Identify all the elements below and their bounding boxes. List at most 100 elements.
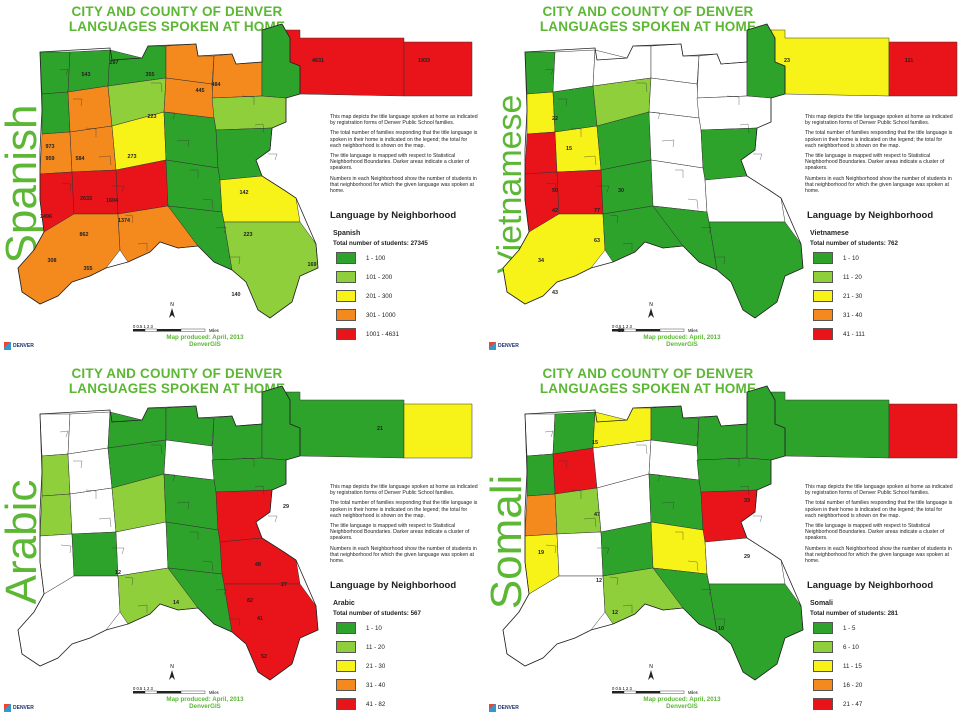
legend-swatch (813, 290, 833, 302)
neighborhood-region (696, 457, 772, 493)
denver-logo-text: DENVER (498, 342, 519, 349)
neighborhood-boundary (254, 485, 265, 496)
neighborhood-region (650, 159, 708, 213)
neighborhood-count-label: 42 (552, 208, 558, 214)
neighborhood-boundary (636, 82, 648, 93)
legend-range: 1001 - 4631 (366, 330, 400, 338)
neighborhood-region (552, 447, 598, 495)
neighborhood-count-label: 12 (612, 610, 618, 616)
neighborhood-boundary (700, 588, 712, 596)
neighborhood-region (704, 175, 786, 223)
legend-range: 21 - 30 (843, 292, 863, 300)
neighborhood-region (71, 169, 119, 215)
north-label: N (170, 664, 174, 670)
title-line-1: CITY AND COUNTY OF DENVER (71, 366, 283, 381)
legend-language: Arabic (333, 600, 355, 607)
language-vertical-text: Arabic (0, 480, 46, 605)
legend-row: 201 - 300 (336, 290, 392, 302)
neighborhood-boundary (648, 111, 661, 120)
spanish-map-panel: Spanish CITY AND COUNTY OF DENVER LANGUAGE… (0, 0, 484, 362)
title-line-2: LANGUAGES SPOKEN AT HOME (68, 381, 286, 396)
neighborhood-count-label: 63 (594, 238, 600, 244)
map-description: This map depicts the title language spok… (330, 114, 478, 198)
neighborhood-region (708, 583, 804, 681)
neighborhood-region (163, 473, 219, 531)
neighborhood-count-label: 82 (247, 598, 253, 604)
neighborhood-boundary (73, 460, 83, 469)
neighborhood-count-label: 584 (76, 156, 85, 162)
neighborhood-region (708, 221, 804, 319)
neighborhood-region (219, 175, 301, 223)
neighborhood-boundary (60, 544, 72, 554)
neighborhood-region (215, 127, 273, 181)
neighborhood-count-label: 12 (115, 570, 121, 576)
denver-neighborhood-map: 4631 1933 2633 1496 1604 1374 973 959 584 862 355 3… (17, 23, 473, 319)
neighborhood-boundary (726, 457, 740, 467)
neighborhood-boundary (98, 155, 112, 166)
neighborhood-boundary (675, 169, 684, 178)
legend-range: 1 - 5 (843, 624, 856, 632)
neighborhood-count-label: 19 (538, 550, 544, 556)
denver-logo: DENVER (489, 702, 529, 714)
legend-range: 11 - 20 (843, 273, 862, 281)
neighborhood-count-label: 29 (283, 504, 289, 510)
neighborhood-count-label: 140 (232, 292, 241, 298)
neighborhood-boundary (570, 489, 582, 499)
legend-swatch (336, 309, 356, 321)
neighborhood-region (648, 473, 704, 531)
denver-logo: DENVER (4, 702, 44, 714)
neighborhood-region (211, 415, 263, 461)
description-paragraph: The title language is mapped with respec… (330, 523, 470, 542)
neighborhood-region (17, 575, 121, 667)
neighborhood-boundary (661, 139, 675, 148)
legend-range: 6 - 10 (843, 643, 859, 651)
neighborhood-boundary (112, 185, 125, 193)
title-line-1: CITY AND COUNTY OF DENVER (71, 4, 283, 19)
legend-row: 1 - 5 (813, 622, 855, 634)
scale-ticks: 0 0.5 1 2 3 (612, 686, 632, 691)
neighborhood-boundary (151, 82, 163, 93)
neighborhood-boundary (59, 430, 69, 438)
airport-west-region (285, 29, 405, 97)
legend-swatch (813, 309, 833, 321)
airport-east-region (888, 41, 958, 97)
neighborhood-boundary (739, 485, 750, 496)
airport-east-region (888, 403, 958, 459)
denver-logo-text: DENVER (13, 342, 34, 349)
description-paragraph: The total number of families responding … (805, 130, 953, 149)
neighborhood-boundary (59, 68, 69, 76)
neighborhood-count-label: 43 (552, 290, 558, 296)
produced-date: Map produced: April, 2013 (166, 334, 244, 341)
description-paragraph: The title language is mapped with respec… (805, 153, 945, 172)
neighborhood-boundary (60, 182, 72, 192)
neighborhood-region (223, 221, 319, 319)
neighborhood-region (39, 51, 71, 95)
neighborhood-region (165, 405, 215, 447)
neighborhood-region (524, 131, 558, 175)
neighborhood-count-label: 543 (82, 72, 91, 78)
neighborhood-boundary (648, 473, 661, 482)
arabic-map-panel: Arabic CITY AND COUNTY OF DENVER LANGUAGES… (0, 362, 484, 724)
scale-bar: 0 0.5 1 2 3 Miles (610, 686, 750, 700)
legend-range: 31 - 40 (843, 311, 863, 319)
neighborhood-boundary (545, 544, 557, 554)
north-arrow-icon (169, 670, 175, 680)
denver-neighborhood-map: 15 33 47 29 19 12 12 10 (502, 385, 958, 681)
neighborhood-region (211, 457, 287, 493)
legend-range: 11 - 20 (366, 643, 385, 651)
legend-range: 41 - 111 (843, 330, 865, 338)
neighborhood-boundary (558, 460, 568, 469)
neighborhood-count-label: 273 (128, 154, 137, 160)
legend-row: 16 - 20 (813, 679, 862, 691)
neighborhood-boundary (85, 489, 97, 499)
neighborhood-boundary (112, 547, 125, 555)
neighborhood-count-label: 12 (596, 578, 602, 584)
language-vertical-label: Spanish (0, 0, 46, 362)
neighborhood-count-label: 484 (212, 82, 221, 88)
neighborhood-count-label: 169 (308, 262, 317, 268)
north-arrow-icon (648, 670, 654, 680)
scale-unit: Miles (209, 328, 219, 333)
title-line-2: LANGUAGES SPOKEN AT HOME (539, 19, 757, 34)
neighborhood-region (526, 453, 556, 497)
description-paragraph: The total number of families responding … (330, 130, 478, 149)
